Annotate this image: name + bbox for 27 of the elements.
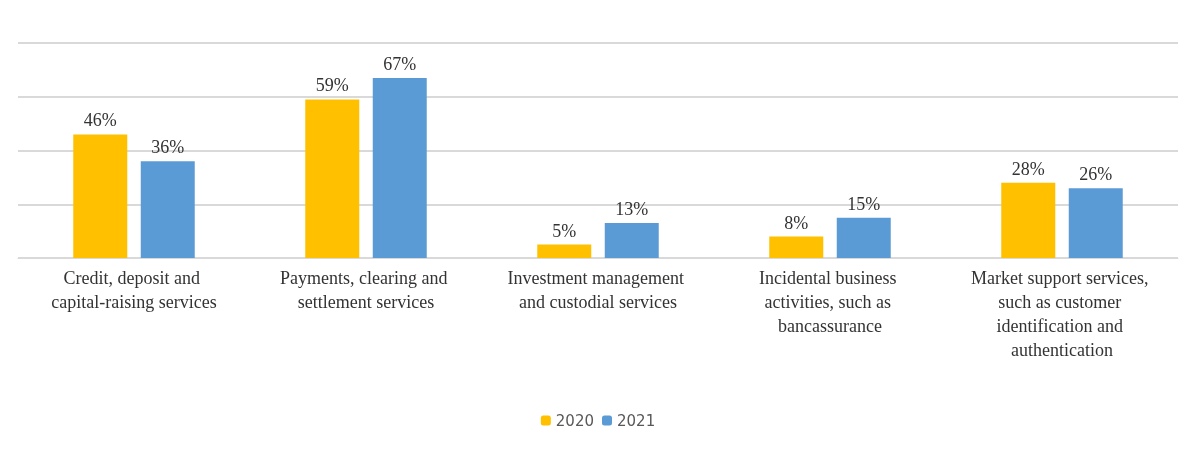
data-label: 26%: [1079, 164, 1113, 185]
bar: [372, 77, 427, 258]
bar: [305, 99, 360, 258]
x-tick-label: Incidental business activities, such as bancassurance: [759, 268, 901, 336]
data-label: 8%: [784, 212, 809, 233]
bar: [604, 223, 659, 258]
x-tick-label: Payments, clearing and settlement services: [280, 268, 452, 312]
bar: [140, 161, 195, 258]
data-label: 5%: [552, 220, 577, 241]
bar: [769, 236, 824, 258]
legend-label: 2021: [617, 411, 656, 430]
bar: [537, 244, 592, 258]
data-label: 59%: [315, 75, 349, 96]
data-label: 67%: [383, 53, 417, 74]
data-label: 46%: [83, 110, 117, 131]
bar: [1001, 182, 1056, 258]
bar: [836, 217, 891, 258]
bar: [73, 134, 128, 258]
bar: [1068, 188, 1123, 258]
data-label: 13%: [615, 199, 649, 220]
x-tick-label: Credit, deposit and capital-raising services: [51, 268, 217, 312]
data-label: 36%: [151, 137, 185, 158]
x-tick-label: Investment management and custodial services: [507, 268, 689, 312]
data-label: 15%: [847, 193, 881, 214]
data-label: 28%: [1011, 158, 1045, 179]
legend-label: 2020: [555, 411, 595, 430]
x-tick-label: Market support services, such as customer identification and authentication: [971, 268, 1153, 360]
